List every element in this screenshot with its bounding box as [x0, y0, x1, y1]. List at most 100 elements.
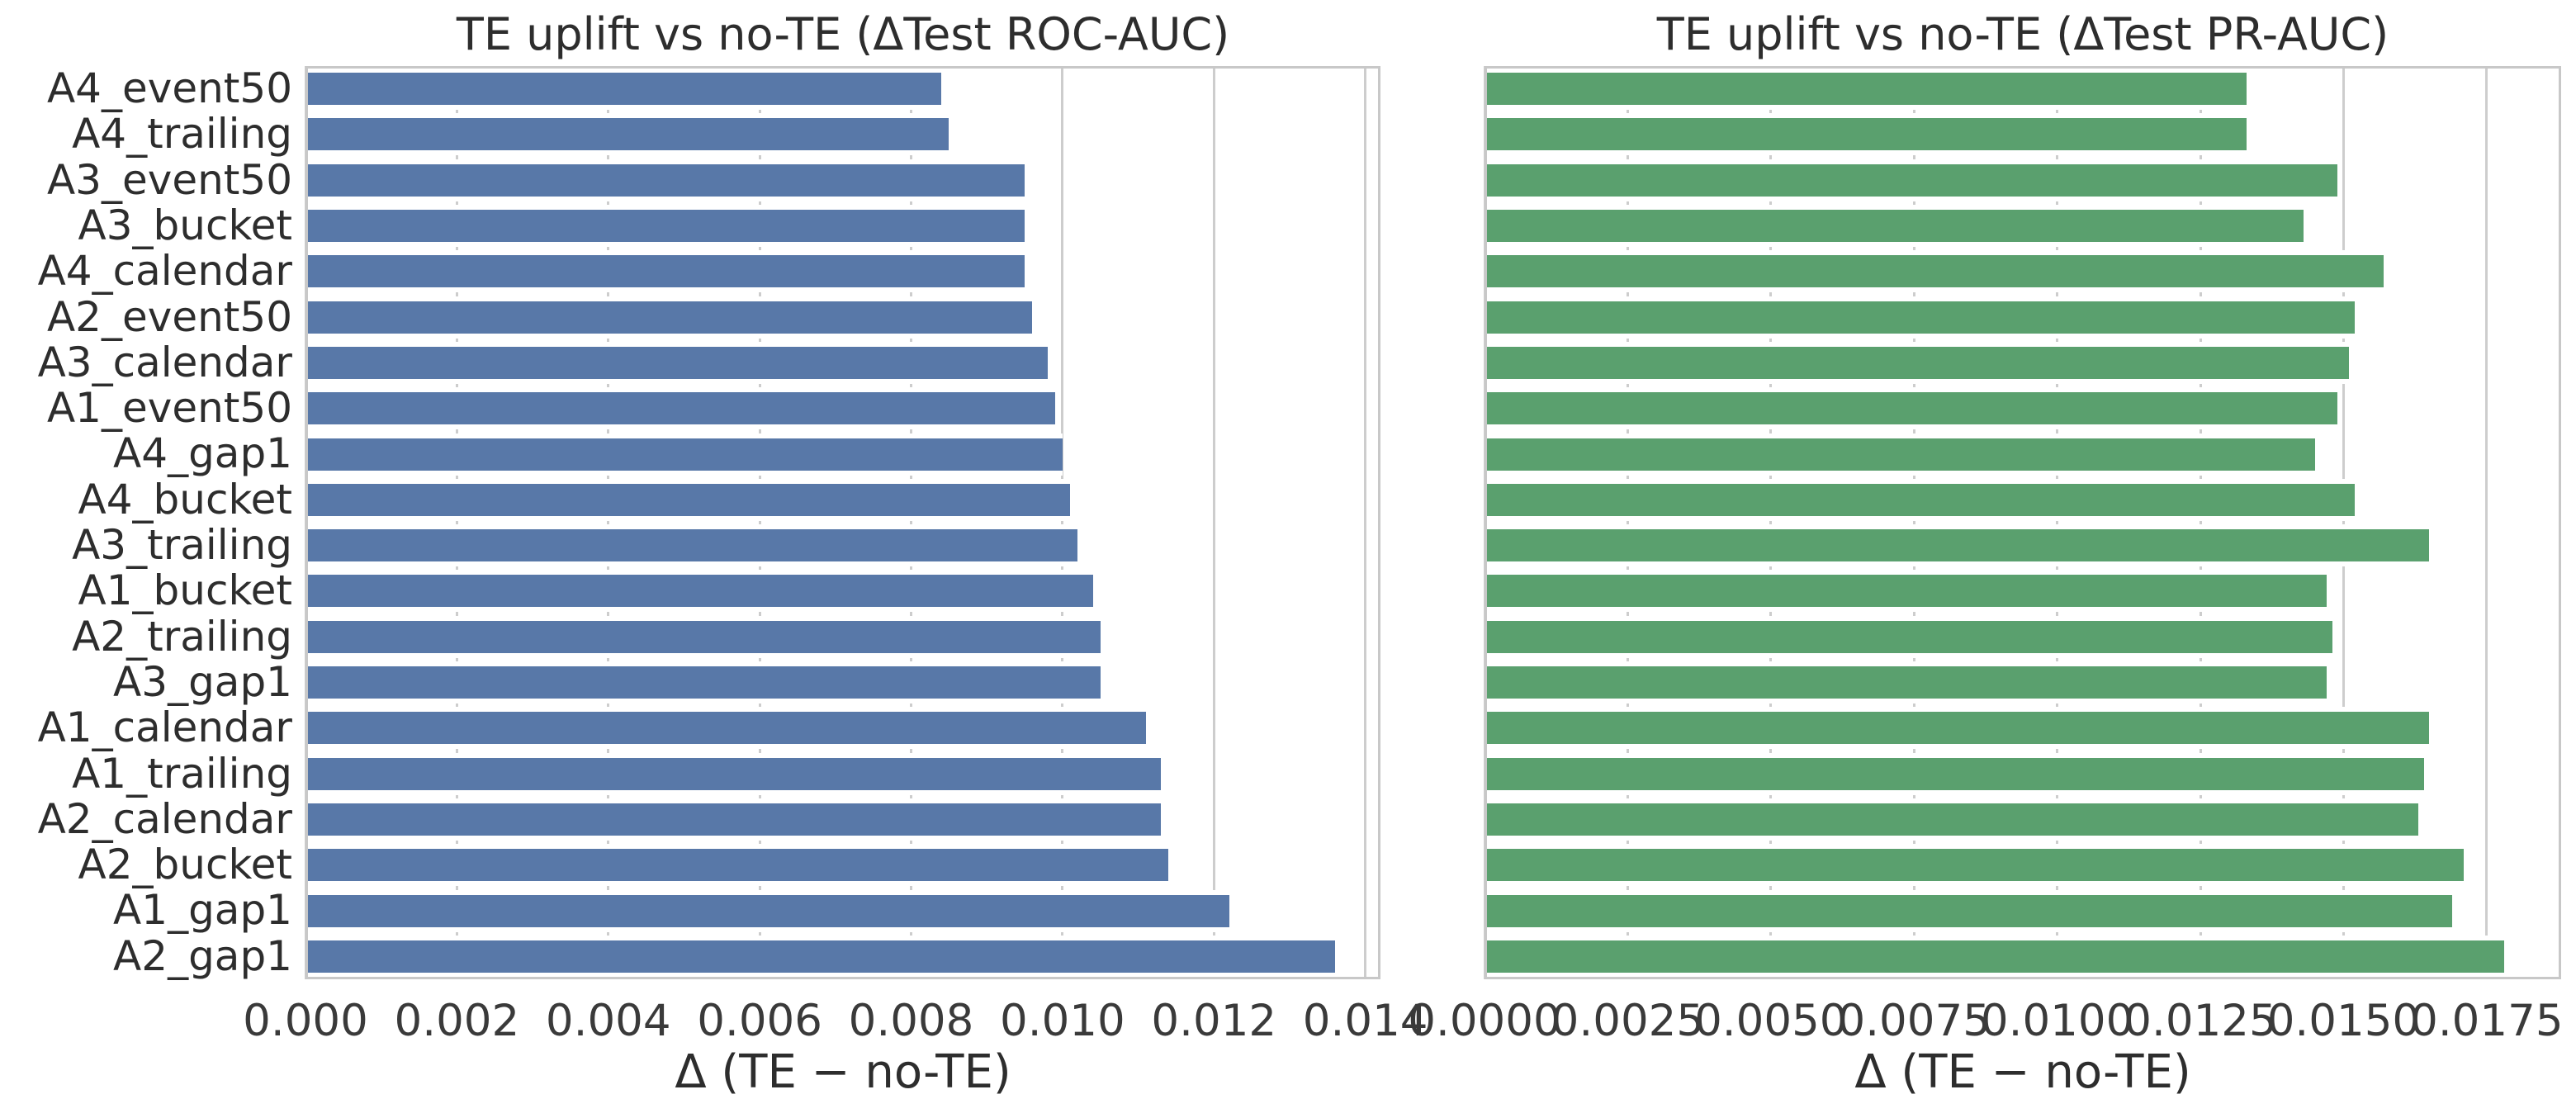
bar-row [305, 158, 1380, 203]
bar-A4_trailing [1485, 113, 2247, 156]
bar-A1_trailing [305, 752, 1162, 795]
gridline [1769, 66, 1773, 979]
bar-row [1485, 386, 2561, 431]
bar-A4_trailing [305, 113, 949, 156]
y-tick-label: A4_bucket [78, 475, 292, 523]
bar-A4_gap1 [1485, 433, 2315, 476]
x-tick-label: 0.012 [1151, 996, 1277, 1046]
x-tick-label: 0.0125 [2124, 996, 2277, 1046]
bar-row [1485, 568, 2561, 613]
x-tick-label: 0.0000 [1408, 996, 1561, 1046]
bar-row [1485, 158, 2561, 203]
bar-row [1485, 111, 2561, 157]
y-tick-label: A1_gap1 [113, 886, 292, 935]
x-tick-label: 0.0050 [1694, 996, 1848, 1046]
bar-row [1485, 477, 2561, 523]
gridline [1364, 66, 1367, 979]
bar-A2_calendar [1485, 798, 2418, 841]
bar-A2_gap1 [1485, 935, 2504, 978]
bar-A2_event50 [305, 296, 1033, 339]
bar-A2_trailing [1485, 615, 2332, 658]
y-tick-label: A3_gap1 [113, 657, 292, 706]
bar-A3_event50 [305, 159, 1025, 201]
bar-A1_event50 [305, 387, 1055, 430]
bar-A3_gap1 [305, 661, 1101, 704]
bar-row [305, 934, 1380, 979]
bar-A1_event50 [1485, 387, 2338, 430]
x-tick-label: 0.006 [697, 996, 822, 1046]
bar-A2_gap1 [305, 935, 1335, 978]
bar-row [1485, 295, 2561, 340]
gridline [758, 66, 761, 979]
axes-frame [1485, 66, 2561, 979]
y-tick-label: A3_trailing [72, 521, 292, 569]
bar-A4_bucket [1485, 478, 2356, 521]
bar-A3_trailing [1485, 524, 2430, 567]
y-tick-label: A3_calendar [37, 338, 292, 386]
bar-row [1485, 705, 2561, 751]
x-tick-label: 0.014 [1302, 996, 1428, 1046]
bar-row [305, 568, 1380, 613]
gridline [2485, 66, 2488, 979]
x-axis-label: Δ (TE − no-TE) [675, 1045, 1011, 1099]
y-tick-label: A3_event50 [46, 155, 292, 204]
bar-A3_trailing [305, 524, 1078, 567]
bar-A2_bucket [305, 844, 1169, 887]
bar-row [305, 751, 1380, 797]
y-tick-label: A2_bucket [78, 841, 292, 889]
x-tick-label: 0.002 [394, 996, 520, 1046]
bar-row [305, 842, 1380, 888]
bar-A3_bucket [1485, 205, 2304, 248]
y-tick-label: A1_trailing [72, 749, 292, 798]
x-tick-label: 0.0025 [1551, 996, 1705, 1046]
bar-row [1485, 203, 2561, 249]
gridline [455, 66, 458, 979]
bar-row [1485, 249, 2561, 294]
gridline [1483, 66, 1486, 979]
bar-A1_gap1 [305, 889, 1229, 932]
y-tick-label: A4_event50 [46, 64, 292, 112]
gridline [1061, 66, 1064, 979]
gridline [910, 66, 913, 979]
gridline [2199, 66, 2202, 979]
bar-A1_bucket [1485, 570, 2327, 613]
bar-row [305, 340, 1380, 386]
bar-row [1485, 523, 2561, 568]
y-tick-label: A1_calendar [37, 703, 292, 752]
bar-row [305, 614, 1380, 660]
bar-row [1485, 66, 2561, 111]
y-tick-label: A4_trailing [72, 110, 292, 159]
bar-A4_gap1 [305, 433, 1063, 476]
bar-A1_trailing [1485, 752, 2424, 795]
bar-row [305, 797, 1380, 842]
bar-row [305, 203, 1380, 249]
y-tick-label: A2_event50 [46, 292, 292, 341]
gridline [2342, 66, 2345, 979]
gridline [1212, 66, 1215, 979]
bar-row [305, 888, 1380, 933]
chart-title: TE uplift vs no-TE (ΔTest ROC-AUC) [456, 8, 1230, 60]
gridline [1912, 66, 1915, 979]
bar-row [1485, 797, 2561, 842]
x-tick-label: 0.008 [848, 996, 974, 1046]
bar-row [305, 386, 1380, 431]
axes-frame [305, 66, 1380, 979]
y-tick-label: A4_gap1 [113, 429, 292, 478]
y-tick-label: A1_event50 [46, 384, 292, 433]
bar-row [305, 66, 1380, 111]
x-axis-label: Δ (TE − no-TE) [1854, 1045, 2191, 1099]
bar-row [305, 705, 1380, 751]
bar-row [305, 111, 1380, 157]
gridline [304, 66, 307, 979]
bar-A3_bucket [305, 205, 1025, 248]
gridline [2056, 66, 2059, 979]
bar-row [305, 477, 1380, 523]
bar-row [1485, 660, 2561, 705]
bar-A3_calendar [1485, 341, 2350, 384]
y-tick-label: A4_calendar [37, 247, 292, 296]
bar-A2_bucket [1485, 844, 2465, 887]
bar-row [1485, 751, 2561, 797]
